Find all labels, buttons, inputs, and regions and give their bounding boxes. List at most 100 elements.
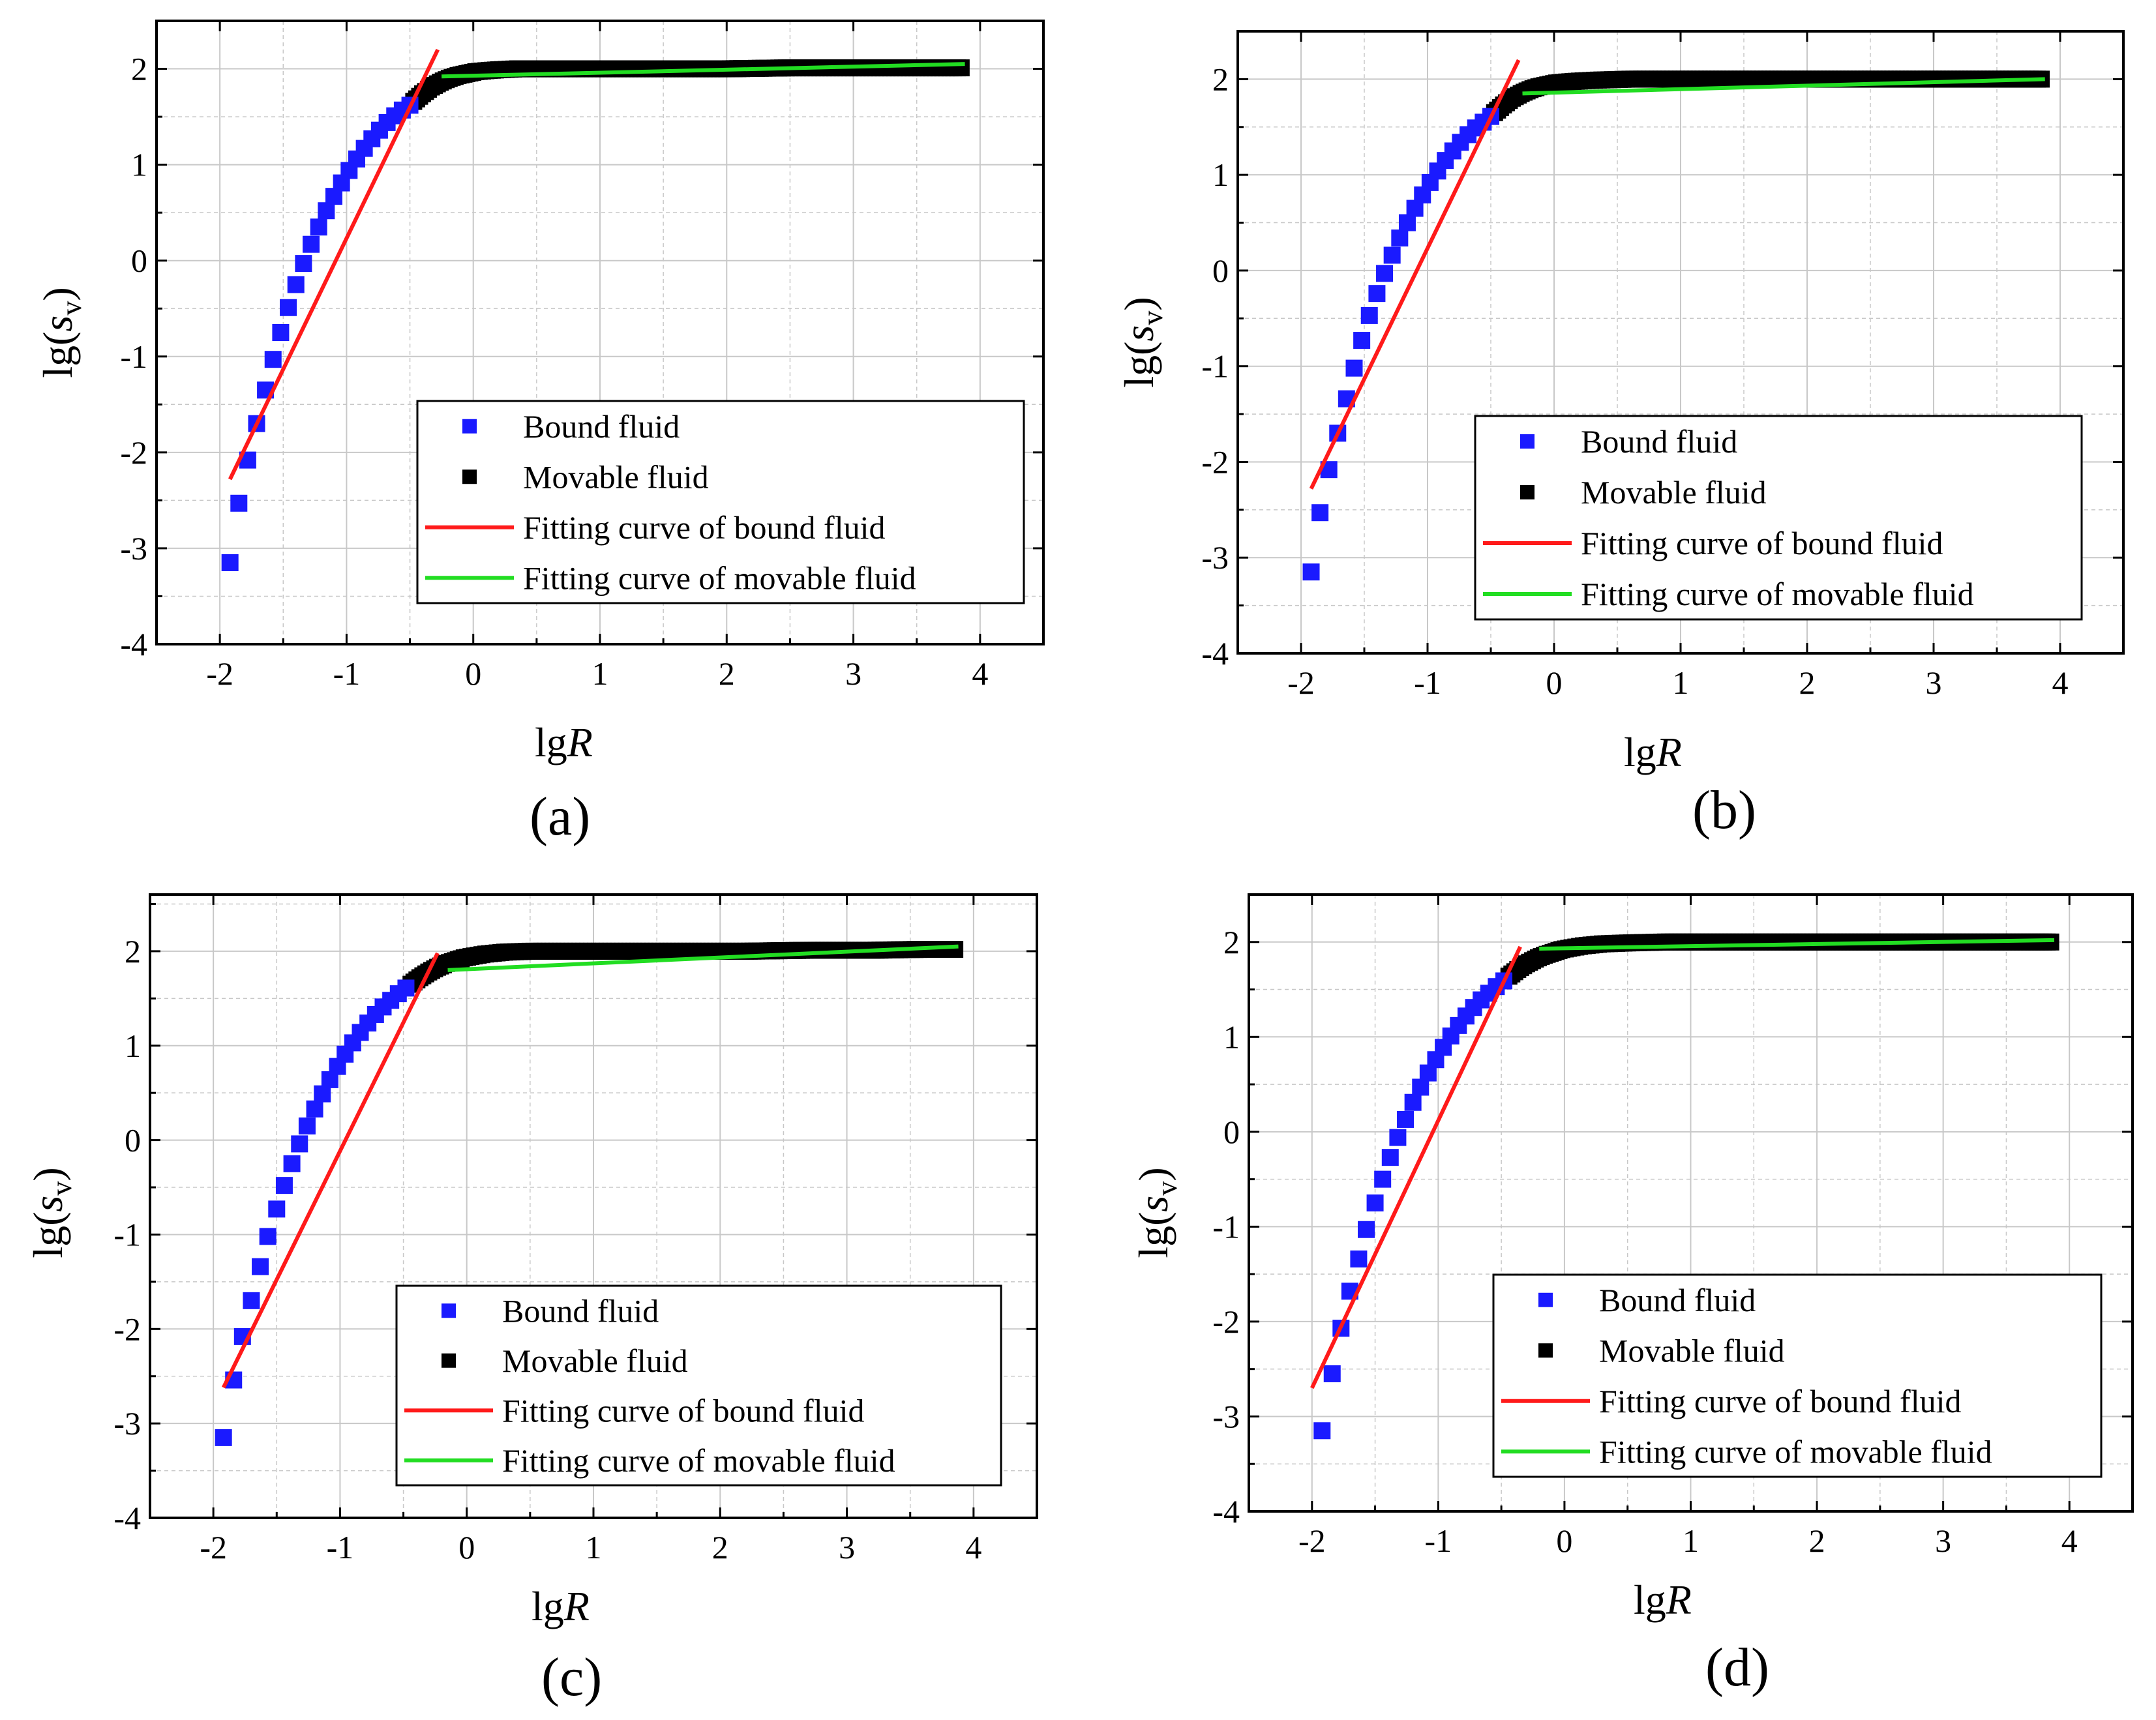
bound-point	[310, 218, 327, 236]
y-tick-label: -4	[113, 1500, 141, 1536]
legend-movable-marker	[1520, 485, 1535, 499]
y-tick-label: 1	[1212, 156, 1229, 193]
y-tick-label: -1	[1212, 1208, 1240, 1245]
legend-label: Fitting curve of movable fluid	[1581, 576, 1974, 612]
x-axis-label: lgR	[1634, 1577, 1692, 1623]
bound-point	[1323, 1365, 1341, 1382]
y-tick-label: 2	[1223, 924, 1240, 960]
x-tick-label: 4	[965, 1529, 981, 1565]
legend-label: Fitting curve of movable fluid	[1599, 1433, 1992, 1470]
legend-label: Movable fluid	[502, 1342, 688, 1379]
x-tick-label: 3	[1926, 664, 1942, 701]
y-tick-label: 0	[125, 1122, 141, 1159]
y-axis-label: lg(sv)	[1130, 1167, 1183, 1258]
bound-point	[1302, 563, 1320, 581]
chart-panel-a: -2 -1 0 1 2 3 4 -4 -3 -2 -1 0 1 2 lgR lg(sv) (a) Bound fl…	[35, 20, 1045, 847]
x-tick-label: -1	[327, 1529, 354, 1565]
x-axis-label: lgR	[535, 719, 593, 765]
bound-point	[298, 1117, 316, 1134]
bound-point	[1368, 285, 1386, 303]
bound-point	[1311, 504, 1329, 522]
legend: Bound fluid Movable fluid Fitting curve of…	[1492, 1273, 2103, 1478]
bound-point	[1381, 1149, 1399, 1166]
legend-label: Bound fluid	[502, 1292, 659, 1329]
x-axis-label: lgR	[532, 1583, 590, 1629]
legend-label: Fitting curve of bound fluid	[1599, 1383, 1962, 1419]
bound-point	[1376, 265, 1394, 282]
fit-line-movable	[442, 62, 965, 79]
fit-line-bound	[1310, 945, 1522, 1389]
chart-panel-d: -2 -1 0 1 2 3 4 -4 -3 -2 -1 0 1 2 lgR lg(sv) (d) Bound fl…	[1130, 893, 2134, 1698]
bound-point	[280, 299, 297, 316]
bound-point	[314, 1085, 331, 1103]
bound-point	[291, 1135, 308, 1153]
legend-bound-marker	[1520, 434, 1535, 449]
legend-label: Bound fluid	[1581, 423, 1737, 460]
legend-box	[416, 400, 1025, 604]
y-tick-label: 1	[125, 1028, 141, 1064]
x-tick-label: 0	[465, 655, 481, 692]
y-tick-label: -1	[113, 1216, 141, 1253]
bound-point	[283, 1155, 301, 1172]
y-axis-label: lg(sv)	[25, 1167, 78, 1258]
bound-point	[259, 1228, 277, 1245]
bound-point	[1391, 230, 1409, 247]
y-tick-label: -3	[1212, 1398, 1240, 1434]
y-tick-label: -3	[113, 1405, 141, 1442]
x-tick-label: -2	[1287, 664, 1315, 701]
x-tick-label: 1	[592, 655, 608, 692]
x-tick-label: -1	[1425, 1522, 1452, 1559]
x-tick-label: 4	[2052, 664, 2069, 701]
bound-point	[295, 255, 312, 273]
series-movable-fluid	[402, 941, 964, 993]
chart-panel-b: -2 -1 0 1 2 3 4 -4 -3 -2 -1 0 1 2 lgR lg(sv) (b) Bound fl…	[1116, 30, 2125, 840]
movable-point	[946, 941, 964, 958]
fit-line-movable	[447, 944, 959, 972]
legend-label: Fitting curve of bound fluid	[523, 509, 886, 546]
series-bound-fluid	[215, 979, 415, 1446]
legend-bound-marker	[442, 1303, 456, 1318]
x-tick-label: 3	[1935, 1522, 1951, 1559]
panel-label: (a)	[530, 786, 590, 847]
x-tick-label: 2	[719, 655, 735, 692]
bound-point	[1345, 359, 1363, 377]
bound-point	[243, 1292, 260, 1309]
x-tick-label: 1	[1673, 664, 1689, 701]
legend: Bound fluid Movable fluid Fitting curve of…	[1474, 415, 2083, 621]
y-tick-label: -1	[120, 338, 147, 375]
bound-point	[1398, 214, 1416, 231]
x-tick-label: 1	[1683, 1522, 1699, 1559]
legend: Bound fluid Movable fluid Fitting curve of…	[395, 1284, 1002, 1487]
bound-point	[1412, 1078, 1430, 1096]
y-tick-label: 0	[1223, 1114, 1240, 1150]
x-tick-label: 3	[839, 1529, 855, 1565]
bound-point	[1353, 332, 1371, 349]
y-tick-label: -2	[113, 1311, 141, 1347]
legend-label: Movable fluid	[1599, 1332, 1785, 1369]
x-tick-label: -1	[333, 655, 361, 692]
series-movable-fluid	[1486, 70, 2050, 121]
y-tick-label: -4	[1201, 635, 1229, 672]
legend-label: Fitting curve of movable fluid	[523, 559, 916, 596]
bound-point	[1358, 1221, 1375, 1238]
y-tick-label: -1	[1201, 348, 1229, 385]
fit-line-bound	[228, 48, 440, 481]
bound-point	[230, 494, 248, 512]
bound-point	[1366, 1194, 1384, 1211]
x-tick-label: 0	[1556, 1522, 1572, 1559]
y-tick-label: -3	[120, 530, 147, 567]
bound-point	[1389, 1129, 1407, 1146]
bound-point	[252, 1258, 269, 1275]
panel-label: (c)	[541, 1647, 602, 1708]
bound-point	[1383, 246, 1401, 264]
legend-box	[395, 1284, 1002, 1487]
legend-bound-marker	[462, 419, 477, 434]
legend-bound-marker	[1538, 1292, 1553, 1307]
y-axis-label: lg(sv)	[35, 287, 87, 378]
bound-point	[221, 554, 239, 571]
bound-point	[1313, 1422, 1331, 1440]
bound-point	[318, 202, 335, 220]
bound-point	[215, 1429, 232, 1446]
y-tick-label: 2	[131, 51, 147, 87]
